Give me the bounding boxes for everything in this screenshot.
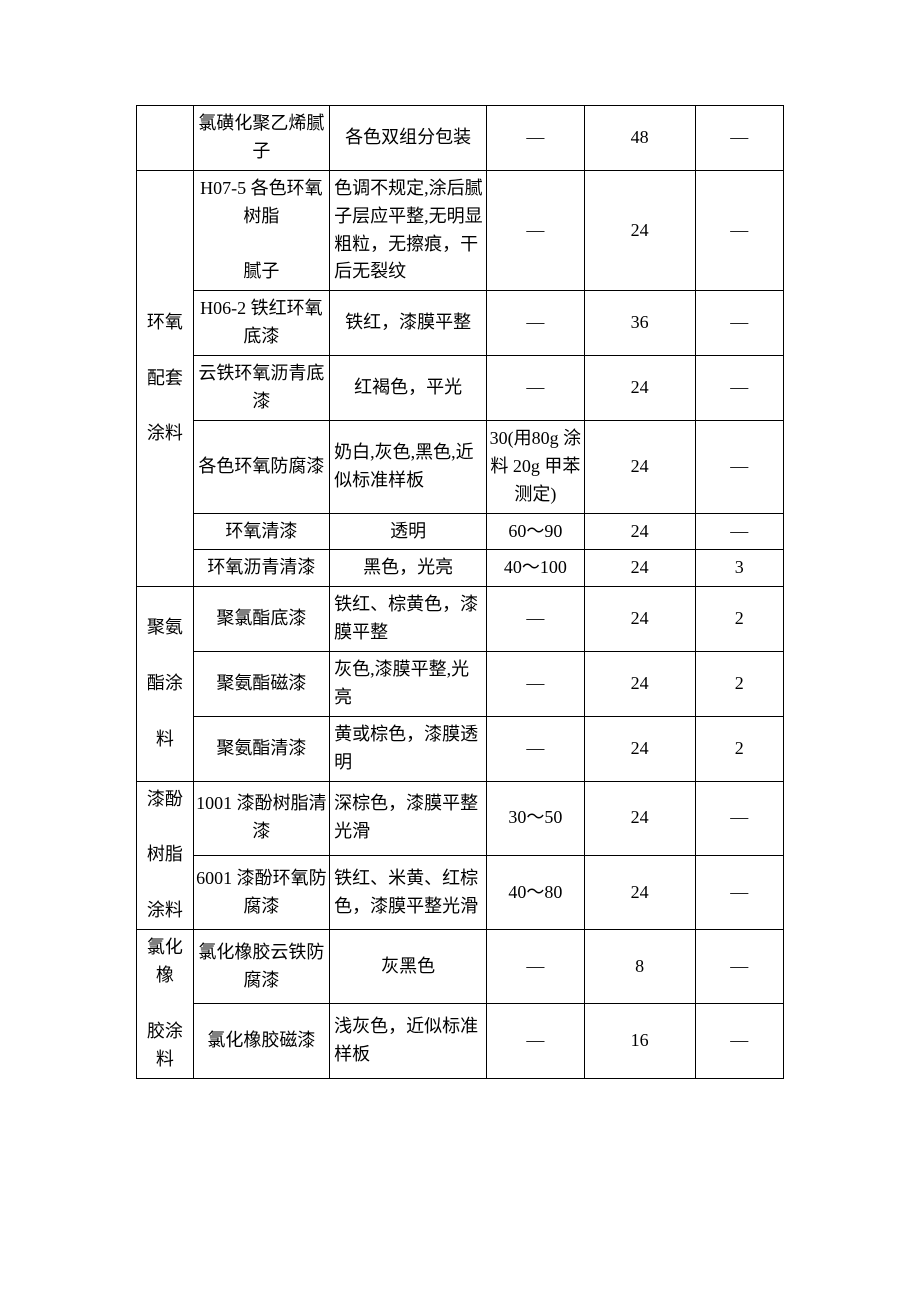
table-cell: 24 [584,356,695,421]
table-row: 环氧沥青清漆黑色，光亮40～100243 [137,550,784,587]
table-cell: — [487,356,584,421]
table-cell: 色调不规定,涂后腻子层应平整,无明显粗粒，无擦痕，干后无裂纹 [330,170,487,291]
table-cell: 40～80 [487,855,584,929]
table-cell: 铁红，漆膜平整 [330,291,487,356]
table-cell: 聚氯酯底漆 [193,587,329,652]
table-cell: 聚氨酯涂料 [137,587,194,781]
table-cell [137,106,194,171]
table-cell: 黄或棕色，漆膜透明 [330,716,487,781]
table-cell: — [695,1004,783,1078]
table-cell: 24 [584,170,695,291]
table-cell: 深棕色，漆膜平整光滑 [330,781,487,855]
table-cell: 聚氨酯磁漆 [193,652,329,717]
table-cell: 48 [584,106,695,171]
table-cell: 铁红、棕黄色，漆膜平整 [330,587,487,652]
table-cell: — [695,513,783,550]
table-cell: 云铁环氧沥青底漆 [193,356,329,421]
table-cell: 24 [584,550,695,587]
table-row: 氯化橡胶涂料氯化橡胶云铁防腐漆灰黑色—8— [137,930,784,1004]
table-cell: — [695,930,783,1004]
table-row: 云铁环氧沥青底漆红褐色，平光—24— [137,356,784,421]
table-cell: — [487,652,584,717]
table-cell: 3 [695,550,783,587]
table-cell: 聚氨酯清漆 [193,716,329,781]
table-cell: 30(用80g 涂料 20g 甲苯测定) [487,420,584,513]
table-cell: 2 [695,652,783,717]
table-cell: 灰色,漆膜平整,光亮 [330,652,487,717]
table: 氯磺化聚乙烯腻子各色双组分包装—48—环氧配套涂料H07-5 各色环氧树脂腻子色… [136,105,784,1079]
table-cell: 16 [584,1004,695,1078]
table-cell: — [487,291,584,356]
table-cell: 铁红、米黄、红棕色，漆膜平整光滑 [330,855,487,929]
table-cell: — [487,587,584,652]
table-row: H06-2 铁红环氧底漆铁红，漆膜平整—36— [137,291,784,356]
table-cell: — [695,781,783,855]
table-cell: 2 [695,716,783,781]
table-row: 各色环氧防腐漆奶白,灰色,黑色,近似标准样板30(用80g 涂料 20g 甲苯测… [137,420,784,513]
table-cell: — [487,106,584,171]
table-cell: — [487,716,584,781]
table-cell: 氯化橡胶涂料 [137,930,194,1078]
coating-table: 氯磺化聚乙烯腻子各色双组分包装—48—环氧配套涂料H07-5 各色环氧树脂腻子色… [136,105,784,1079]
table-cell: 1001 漆酚树脂清漆 [193,781,329,855]
table-cell: 透明 [330,513,487,550]
table-cell: 环氧配套涂料 [137,170,194,587]
table-cell: 40～100 [487,550,584,587]
table-row: 氯磺化聚乙烯腻子各色双组分包装—48— [137,106,784,171]
table-cell: 24 [584,781,695,855]
table-cell: 漆酚树脂涂料 [137,781,194,929]
table-cell: 奶白,灰色,黑色,近似标准样板 [330,420,487,513]
table-cell: 氯化橡胶云铁防腐漆 [193,930,329,1004]
table-row: 环氧清漆透明60～9024— [137,513,784,550]
table-cell: 8 [584,930,695,1004]
table-cell: 6001 漆酚环氧防腐漆 [193,855,329,929]
table-cell: 30～50 [487,781,584,855]
table-cell: 环氧清漆 [193,513,329,550]
table-cell: 浅灰色，近似标准样板 [330,1004,487,1078]
table-cell: — [695,855,783,929]
table-row: 漆酚树脂涂料1001 漆酚树脂清漆深棕色，漆膜平整光滑30～5024— [137,781,784,855]
table-cell: H06-2 铁红环氧底漆 [193,291,329,356]
table-row: 6001 漆酚环氧防腐漆铁红、米黄、红棕色，漆膜平整光滑40～8024— [137,855,784,929]
table-cell: — [695,356,783,421]
table-row: 氯化橡胶磁漆浅灰色，近似标准样板—16— [137,1004,784,1078]
table-cell: 氯磺化聚乙烯腻子 [193,106,329,171]
table-cell: 24 [584,716,695,781]
table-cell: 24 [584,587,695,652]
table-cell: 24 [584,513,695,550]
table-cell: 24 [584,855,695,929]
table-cell: 黑色，光亮 [330,550,487,587]
table-cell: 红褐色，平光 [330,356,487,421]
table-cell: 环氧沥青清漆 [193,550,329,587]
table-cell: — [487,930,584,1004]
table-cell: 氯化橡胶磁漆 [193,1004,329,1078]
table-cell: — [487,1004,584,1078]
table-cell: — [695,106,783,171]
table-cell: 2 [695,587,783,652]
table-cell: — [695,170,783,291]
table-row: 聚氨酯涂料聚氯酯底漆铁红、棕黄色，漆膜平整—242 [137,587,784,652]
table-cell: 60～90 [487,513,584,550]
table-cell: — [487,170,584,291]
table-cell: 灰黑色 [330,930,487,1004]
table-row: 聚氨酯磁漆灰色,漆膜平整,光亮—242 [137,652,784,717]
table-cell: H07-5 各色环氧树脂腻子 [193,170,329,291]
table-cell: 各色环氧防腐漆 [193,420,329,513]
table-cell: 36 [584,291,695,356]
table-cell: — [695,291,783,356]
table-cell: 各色双组分包装 [330,106,487,171]
table-cell: 24 [584,420,695,513]
table-row: 聚氨酯清漆黄或棕色，漆膜透明—242 [137,716,784,781]
table-row: 环氧配套涂料H07-5 各色环氧树脂腻子色调不规定,涂后腻子层应平整,无明显粗粒… [137,170,784,291]
table-cell: 24 [584,652,695,717]
table-cell: — [695,420,783,513]
